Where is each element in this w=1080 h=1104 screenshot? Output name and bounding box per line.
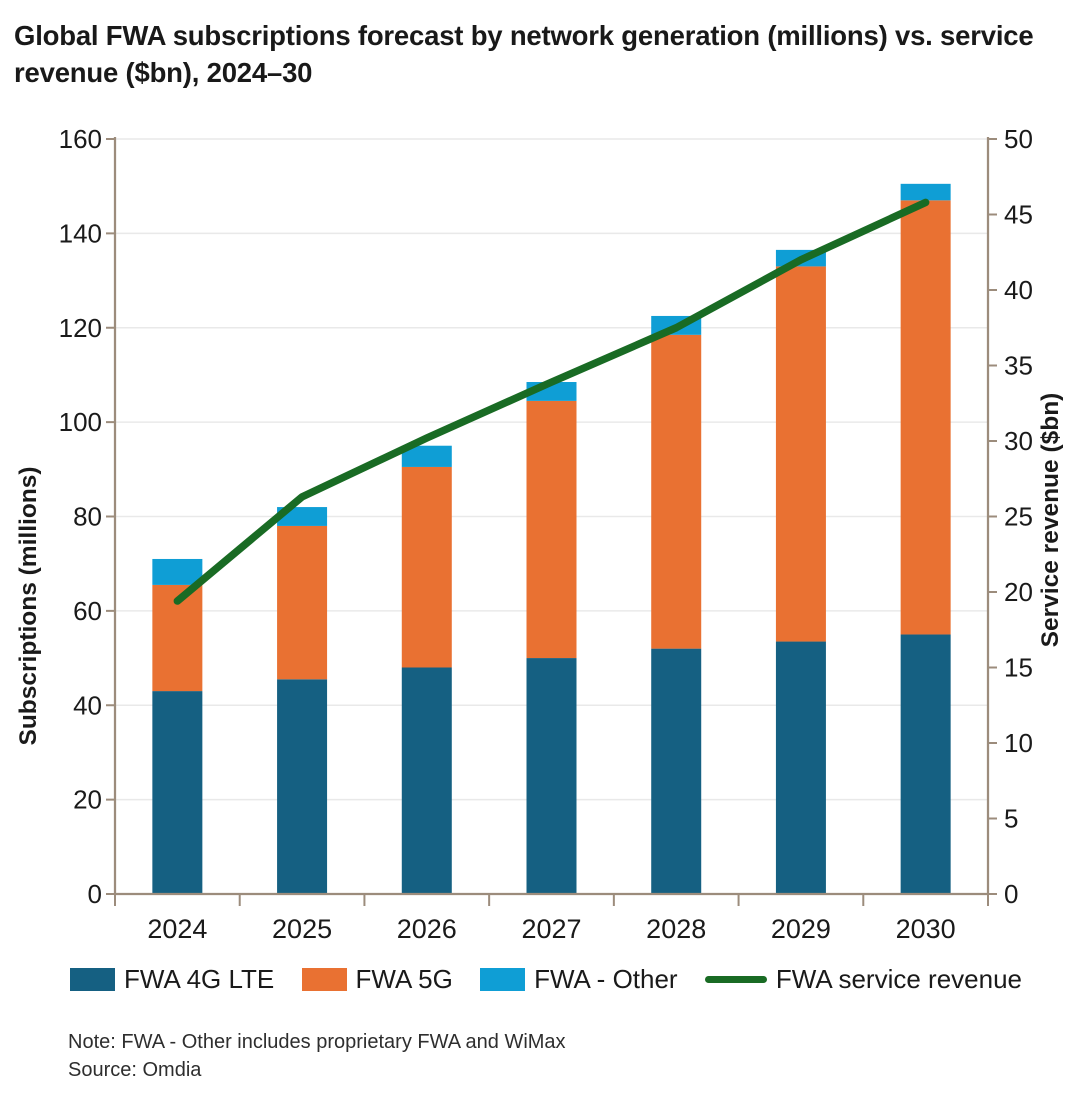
revenue-line <box>173 198 930 605</box>
x-tick-label: 2024 <box>147 914 207 944</box>
bar-segment <box>651 648 702 894</box>
legend-item: FWA 4G LTE <box>70 964 274 995</box>
bar-segment <box>900 183 951 201</box>
y-left-tick-label: 120 <box>59 313 102 343</box>
y-left-tick-label: 60 <box>73 596 102 626</box>
tick-labels: 0204060801001201401600510152025303540455… <box>59 124 1033 944</box>
x-tick-label: 2026 <box>397 914 457 944</box>
legend-color-swatch <box>301 968 347 991</box>
y-right-tick-label: 25 <box>1004 502 1033 532</box>
y-right-tick-label: 40 <box>1004 275 1033 305</box>
y-right-tick-label: 0 <box>1004 879 1018 909</box>
bar-segment <box>401 445 452 467</box>
x-tick-label: 2025 <box>272 914 332 944</box>
x-tick-label: 2030 <box>896 914 956 944</box>
y-right-tick-label: 50 <box>1004 124 1033 154</box>
bar-segment <box>401 466 452 668</box>
bar-segment <box>152 691 203 894</box>
bar-segment <box>775 266 826 642</box>
legend-item: FWA - Other <box>480 964 678 995</box>
bar-segment <box>775 641 826 894</box>
y-left-tick-label: 160 <box>59 124 102 154</box>
bar-segment <box>152 558 203 585</box>
y-right-tick-label: 45 <box>1004 200 1033 230</box>
legend-color-swatch <box>480 968 526 991</box>
y-left-tick-label: 100 <box>59 407 102 437</box>
source-text: Source: Omdia <box>68 1059 202 1081</box>
stacked-bars <box>152 183 951 894</box>
bar-segment <box>900 200 951 635</box>
chart-legend: FWA 4G LTE FWA 5G FWA - Other FWA service r… <box>0 964 1080 995</box>
bar-segment <box>651 334 702 649</box>
y-right-tick-label: 10 <box>1004 728 1033 758</box>
legend-label: FWA service revenue <box>775 964 1022 994</box>
legend-color-swatch <box>70 968 115 991</box>
bar-segment <box>401 667 452 894</box>
y-right-tick-label: 30 <box>1004 426 1033 456</box>
y-left-tick-label: 40 <box>73 690 102 720</box>
legend-line-marker <box>704 975 767 984</box>
legend-item: FWA 5G <box>301 964 453 995</box>
y-left-tick-label: 80 <box>73 502 102 532</box>
legend-label: FWA 4G LTE <box>124 964 275 994</box>
bar-segment <box>526 400 577 659</box>
y-left-tick-label: 140 <box>59 218 102 248</box>
footnotes: Note: FWA - Other includes proprietary F… <box>68 1028 566 1084</box>
legend-item: FWA service revenue <box>704 964 1022 995</box>
y-right-tick-label: 15 <box>1004 653 1033 683</box>
x-tick-label: 2028 <box>646 914 706 944</box>
bar-segment <box>900 634 951 894</box>
right-axis-title: Service revenue ($bn) <box>1037 393 1064 648</box>
y-right-tick-label: 5 <box>1004 804 1018 834</box>
y-right-tick-label: 35 <box>1004 351 1033 381</box>
y-left-tick-label: 0 <box>88 879 102 909</box>
legend-label: FWA 5G <box>355 964 453 994</box>
x-tick-label: 2029 <box>771 914 831 944</box>
bar-segment <box>526 658 577 894</box>
bar-segment <box>277 679 328 894</box>
y-left-tick-label: 20 <box>73 785 102 815</box>
chart-title: Global FWA subscriptions forecast by net… <box>14 20 1034 88</box>
y-right-tick-label: 20 <box>1004 577 1033 607</box>
left-axis-title: Subscriptions (millions) <box>15 466 42 745</box>
legend-label: FWA - Other <box>534 964 678 994</box>
bar-segment <box>277 525 328 680</box>
axis-lines <box>106 137 997 906</box>
x-tick-label: 2027 <box>521 914 581 944</box>
note-text: Note: FWA - Other includes proprietary F… <box>68 1031 566 1053</box>
